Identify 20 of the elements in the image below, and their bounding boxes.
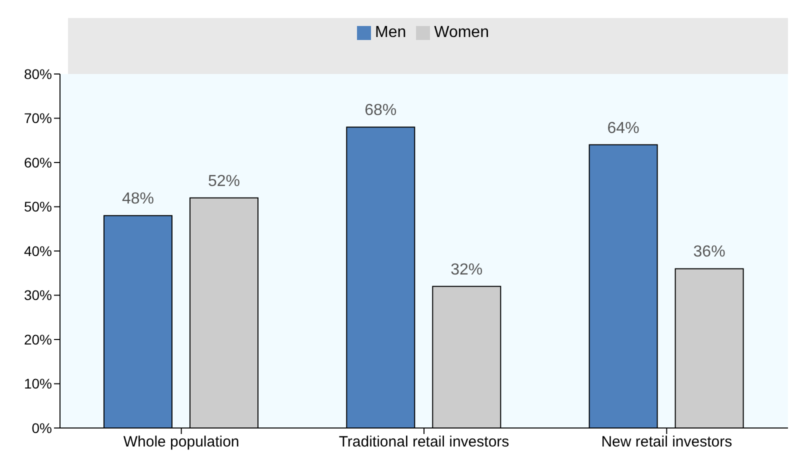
y-tick-label: 80%	[24, 66, 52, 82]
data-label: 68%	[364, 102, 397, 120]
data-label: 48%	[122, 190, 154, 208]
y-tick-label: 60%	[24, 154, 52, 170]
y-tick-label: 10%	[24, 376, 52, 392]
data-label: 64%	[607, 120, 640, 137]
y-tick-label: 0%	[32, 420, 52, 436]
data-label: 32%	[450, 261, 483, 278]
y-tick-label: 50%	[24, 198, 52, 215]
data-label: 36%	[693, 244, 726, 261]
x-tick-label: Traditional retail investors	[338, 434, 510, 451]
y-tick-label: 70%	[24, 110, 52, 126]
legend-label: Women	[434, 24, 489, 41]
data-label: 52%	[208, 172, 240, 190]
x-tick-label: New retail investors	[601, 434, 732, 451]
y-tick-label: 30%	[24, 287, 52, 304]
x-tick-label: Whole population	[123, 434, 240, 451]
legend-label: Men	[375, 24, 406, 41]
y-tick-label: 20%	[24, 331, 52, 348]
y-tick-label: 40%	[24, 242, 52, 259]
